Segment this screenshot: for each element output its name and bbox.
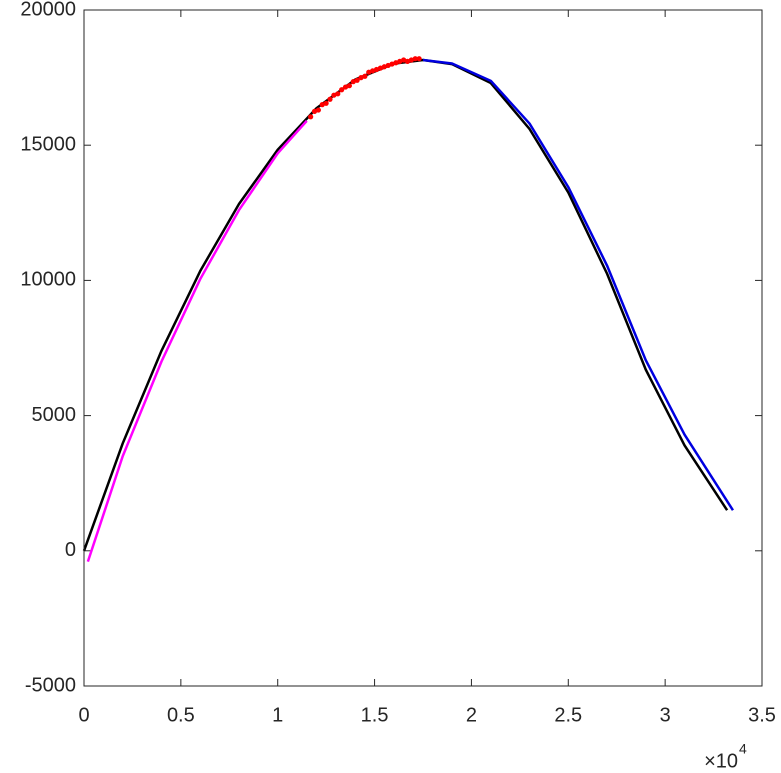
x-multiplier: ×10 bbox=[704, 750, 738, 772]
x-tick-label: 3.5 bbox=[748, 704, 776, 726]
x-tick-label: 2 bbox=[466, 704, 477, 726]
data-point bbox=[339, 87, 345, 93]
x-tick-label: 2.5 bbox=[554, 704, 582, 726]
x-tick-label: 0.5 bbox=[167, 704, 195, 726]
data-line bbox=[86, 120, 308, 563]
x-tick-label: 3 bbox=[660, 704, 671, 726]
data-point bbox=[412, 56, 418, 62]
data-point bbox=[315, 107, 321, 113]
data-point bbox=[327, 96, 333, 102]
y-tick-label: 0 bbox=[65, 539, 76, 561]
data-line bbox=[82, 58, 729, 552]
data-point bbox=[354, 77, 360, 83]
data-point bbox=[346, 83, 352, 89]
y-tick-label: 5000 bbox=[32, 404, 77, 426]
data-line bbox=[422, 58, 734, 511]
data-point bbox=[335, 91, 341, 97]
x-multiplier-exponent: 4 bbox=[739, 741, 747, 757]
y-tick-label: -5000 bbox=[25, 674, 76, 696]
y-tick-label: 20000 bbox=[20, 0, 76, 20]
axes-box bbox=[83, 9, 763, 687]
data-point bbox=[308, 114, 314, 120]
x-tick-label: 1 bbox=[272, 704, 283, 726]
y-tick-label: 10000 bbox=[20, 269, 76, 291]
data-point bbox=[362, 73, 368, 79]
x-tick-label: 0 bbox=[78, 704, 89, 726]
data-point bbox=[323, 100, 329, 106]
x-tick-label: 1.5 bbox=[361, 704, 389, 726]
y-tick-label: 15000 bbox=[20, 133, 76, 155]
data-point bbox=[416, 56, 422, 62]
